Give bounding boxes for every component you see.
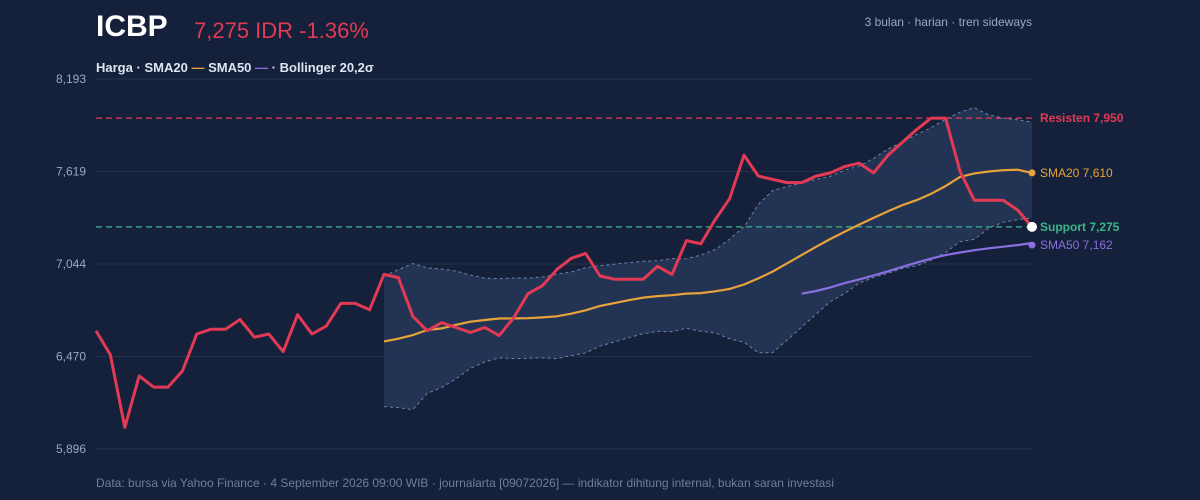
y-tick-label: 8,193 [56,72,86,86]
bollinger-lower-line [383,217,1033,411]
price-quote: 7,275 IDR -1.36% [194,18,369,43]
sma50-label: SMA50 7,162 [1040,238,1113,252]
legend-sma20-swatch: — [191,60,205,75]
footer-source: Data: bursa via Yahoo Finance · 4 Septem… [96,476,834,490]
bollinger-upper-line [383,107,1033,280]
legend-sma20-label: SMA20 [144,60,188,75]
chart-legend: Harga · SMA20 — SMA50 — · Bollinger 20,2… [96,60,374,75]
sma20-line [383,168,1033,343]
sma50-line [801,241,1033,295]
bollinger-band-fill [384,107,1032,410]
support-label: Support 7,275 [1040,220,1120,234]
sma20-label: SMA20 7,610 [1040,166,1113,180]
y-tick-label: 7,619 [56,165,86,179]
legend-sma50-label: SMA50 [208,60,252,75]
ticker-symbol: ICBP [96,10,168,43]
sma20-end-point [1028,169,1036,177]
y-tick-label: 7,044 [56,257,86,271]
legend-bollinger-label: Bollinger 20,2σ [279,60,374,75]
legend-sma50-swatch: — [255,60,269,75]
legend-separator: · [136,60,141,75]
sma50-end-point [1028,241,1036,249]
legend-price-label: Harga [96,60,133,75]
y-tick-label: 6,470 [56,350,86,364]
chart-meta: 3 bulan · harian · tren sideways [864,15,1032,29]
legend-separator: · [271,60,277,75]
y-tick-label: 5,896 [56,442,86,456]
price-end-point [1027,221,1037,232]
price-line [94,116,1034,429]
resistance-label: Resisten 7,950 [1040,111,1124,125]
